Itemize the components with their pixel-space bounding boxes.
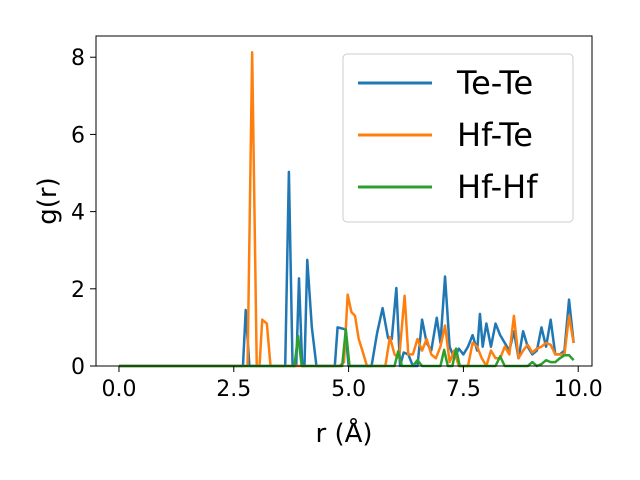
x-tick-label: 2.5 xyxy=(216,377,251,402)
legend: Te-Te Hf-Te Hf-Hf xyxy=(342,53,574,223)
y-tick-label: 2 xyxy=(71,278,85,303)
x-tick-label: 5.0 xyxy=(331,377,366,402)
x-tick-label: 0.0 xyxy=(101,377,136,402)
legend-label-hf-hf: Hf-Hf xyxy=(457,168,538,206)
y-tick-label: 0 xyxy=(71,355,85,380)
x-tick-label: 10.0 xyxy=(554,377,603,402)
x-tick-label: 7.5 xyxy=(446,377,481,402)
series-line-te-te xyxy=(118,170,575,368)
y-axis-label: g(r) xyxy=(33,177,63,224)
axes-layer: 0.0 2.5 5.0 7.5 10.0 0 2 4 6 8 xyxy=(71,46,603,402)
legend-label-te-te: Te-Te xyxy=(456,64,533,102)
x-axis-label: r (Å) xyxy=(315,417,372,449)
y-tick-label: 8 xyxy=(71,46,85,71)
y-tick-label: 4 xyxy=(71,201,85,226)
y-tick-label: 6 xyxy=(71,123,85,148)
legend-label-hf-te: Hf-Te xyxy=(457,116,533,154)
legend-box xyxy=(342,53,574,223)
plot-frame xyxy=(95,35,593,367)
